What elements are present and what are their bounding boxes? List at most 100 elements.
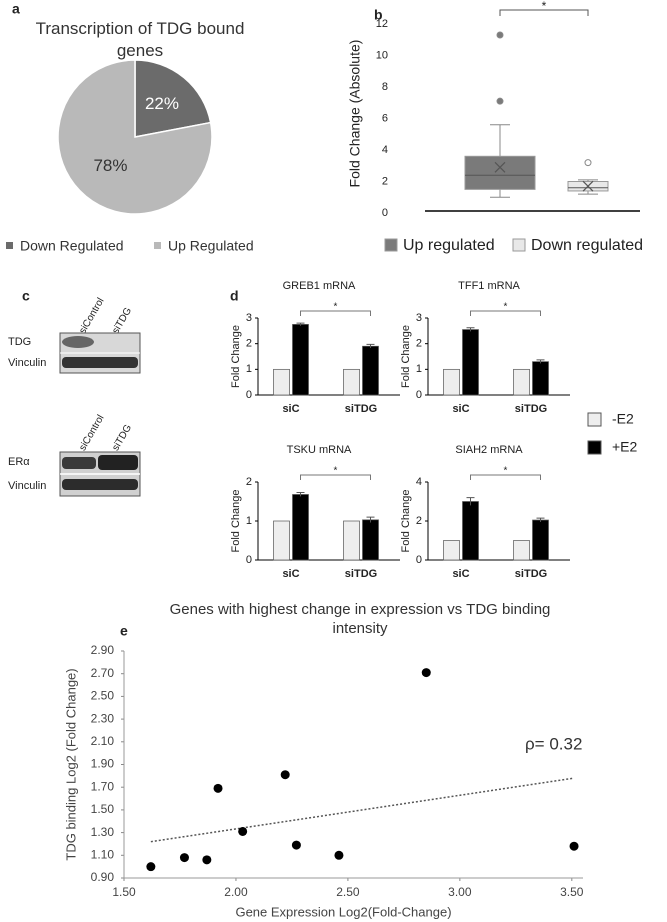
chart-title: Transcription of TDG bound genes	[35, 19, 245, 60]
legend-label: Up regulated	[403, 237, 495, 254]
y-tick-label: 6	[382, 112, 388, 124]
error-bar	[366, 516, 375, 523]
legend-label: Down Regulated	[20, 238, 124, 254]
point	[421, 668, 431, 678]
lane-label: siControl	[77, 296, 106, 336]
bar	[273, 520, 290, 561]
x-tick-label: 3.00	[448, 885, 472, 899]
blot-top: siControl siTDG TDG Vinculin	[8, 296, 141, 374]
y-axis-label: Fold Change (Absolute)	[347, 40, 363, 188]
y-tick-label: 2.50	[91, 689, 115, 703]
y-axis-label: Fold Change	[230, 490, 242, 553]
panel-label: c	[22, 288, 30, 304]
significance-bracket	[300, 310, 371, 316]
y-tick-label: 2.70	[91, 666, 115, 680]
bar	[273, 368, 290, 396]
point	[202, 855, 212, 865]
y-tick-label: 2	[246, 338, 252, 350]
y-tick-label: 2	[416, 338, 422, 350]
y-tick-label: 4	[416, 476, 422, 488]
blot-bottom: siControl siTDG ERα Vinculin	[8, 413, 141, 497]
legend-label: Down regulated	[531, 237, 643, 254]
y-tick-label: 0	[416, 554, 422, 566]
bar	[532, 361, 549, 396]
x-tick-label: siTDG	[515, 403, 547, 415]
bar	[362, 345, 379, 396]
y-tick-label: 0	[382, 207, 388, 219]
row-label: TDG	[8, 336, 31, 348]
y-tick-label: 2.10	[91, 734, 115, 748]
y-tick-label: 0	[246, 389, 252, 401]
pie-slice	[134, 59, 212, 138]
annotation: *	[504, 466, 508, 477]
y-tick-label: 2	[246, 476, 252, 488]
y-tick-label: 1	[246, 363, 252, 375]
chart-title: GREB1 mRNA	[283, 280, 356, 292]
bar	[292, 324, 309, 396]
bar	[513, 540, 530, 561]
y-tick-label: 10	[376, 49, 388, 61]
annotation: *	[334, 466, 338, 477]
y-tick-label: 2.90	[91, 643, 115, 657]
y-axis-label: Fold Change	[230, 325, 242, 388]
annotation: ρ= 0.32	[525, 734, 582, 753]
x-tick-label: siC	[282, 403, 299, 415]
blot-band	[98, 455, 138, 470]
y-tick-label: 2	[416, 515, 422, 527]
legend-swatch	[587, 440, 602, 455]
y-axis-label: TDG binding Log2 (Fold Change)	[63, 668, 78, 860]
trendline	[150, 777, 575, 843]
x-tick-label: siTDG	[515, 568, 547, 580]
y-tick-label: 4	[382, 144, 388, 156]
bar	[343, 520, 360, 561]
panel-label: b	[374, 7, 383, 23]
outlier	[496, 97, 504, 105]
point	[146, 862, 156, 872]
point	[291, 840, 301, 850]
slice-label: 22%	[145, 94, 179, 113]
slice-label: 78%	[93, 156, 127, 175]
mean	[582, 180, 594, 192]
row-label: Vinculin	[8, 357, 46, 369]
y-tick-label: 1	[416, 363, 422, 375]
x-tick-label: 3.50	[560, 885, 584, 899]
significance-bracket	[300, 474, 371, 480]
y-tick-label: 1.70	[91, 779, 115, 793]
blot-band	[62, 357, 138, 368]
legend-swatch	[154, 242, 161, 249]
legend-swatch	[512, 238, 526, 252]
bar	[292, 494, 309, 561]
legend-label: +E2	[612, 439, 638, 455]
blot-band	[62, 479, 138, 490]
panel-label: a	[12, 1, 20, 17]
chart-title: Genes with highest change in expression …	[169, 601, 551, 637]
y-tick-label: 1	[246, 515, 252, 527]
legend-label: -E2	[612, 411, 634, 427]
y-tick-label: 1.30	[91, 825, 115, 839]
chart-title: TFF1 mRNA	[458, 280, 520, 292]
outlier	[496, 31, 504, 39]
chart-title: SIAH2 mRNA	[455, 444, 523, 456]
box	[464, 155, 536, 190]
pie-slice	[57, 59, 213, 215]
legend-swatch	[587, 412, 602, 427]
bar	[462, 501, 479, 561]
blot-band	[62, 457, 96, 469]
y-axis-label: Fold Change	[400, 325, 412, 388]
lane-label: siTDG	[110, 423, 134, 453]
annotation: *	[504, 302, 508, 313]
bar	[532, 519, 549, 561]
error-bar	[296, 322, 305, 326]
y-tick-label: 3	[416, 312, 422, 324]
y-tick-label: 3	[246, 312, 252, 324]
y-tick-label: 1.90	[91, 757, 115, 771]
y-tick-label: 0	[416, 389, 422, 401]
error-bar	[536, 517, 545, 522]
row-label: Vinculin	[8, 480, 46, 492]
point	[213, 783, 223, 793]
annotation: *	[542, 0, 547, 13]
legend-swatch	[384, 238, 398, 252]
bar	[443, 540, 460, 561]
error-bar	[366, 343, 375, 349]
